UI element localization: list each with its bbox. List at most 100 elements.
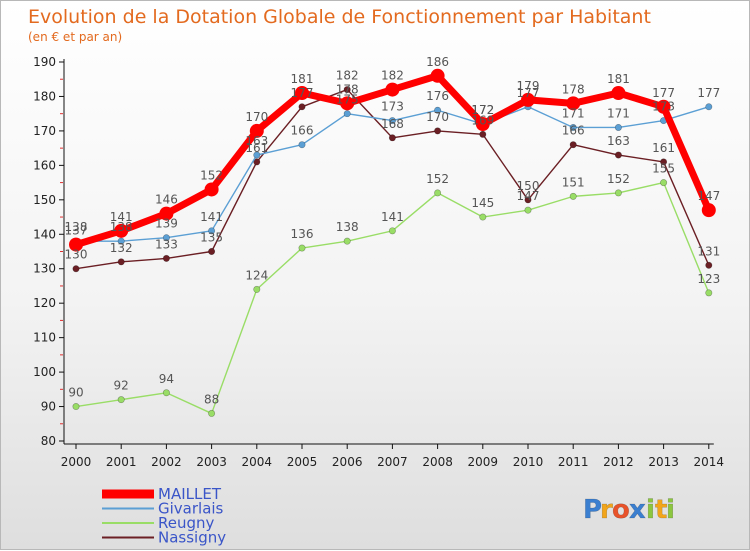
point-reugny: [298, 244, 306, 252]
point-givarlais: [434, 106, 442, 114]
data-label-nassigny: 161: [245, 141, 268, 155]
x-tick-label: 2005: [287, 455, 318, 469]
x-tick-label: 2010: [513, 455, 544, 469]
point-reugny: [660, 179, 668, 187]
data-label-maillet: 181: [291, 72, 314, 86]
y-tick-label: 90: [41, 400, 56, 414]
series-layer: [69, 68, 716, 417]
point-maillet: [159, 206, 174, 221]
point-maillet: [385, 82, 400, 97]
data-label-maillet: 141: [110, 210, 133, 224]
x-tick-label: 2000: [61, 455, 92, 469]
data-label-maillet: 172: [471, 103, 494, 117]
x-tick-label: 2007: [377, 455, 408, 469]
point-maillet: [475, 117, 490, 132]
data-label-maillet: 177: [652, 86, 675, 100]
x-tick-label: 2002: [151, 455, 182, 469]
data-label-givarlais: 171: [562, 106, 585, 120]
chart-title: Evolution de la Dotation Globale de Fonc…: [28, 6, 651, 28]
point-givarlais: [614, 123, 622, 131]
legend-label-nassigny: Nassigny: [158, 529, 226, 547]
point-maillet: [430, 68, 445, 83]
point-reugny: [569, 192, 577, 200]
data-label-maillet: 186: [426, 55, 449, 69]
y-tick-label: 150: [33, 193, 56, 207]
point-reugny: [524, 206, 532, 214]
data-label-reugny: 124: [245, 268, 268, 282]
point-nassigny: [388, 134, 396, 142]
logo-letter: x: [629, 495, 646, 525]
data-label-givarlais: 173: [381, 100, 404, 114]
point-maillet: [204, 182, 219, 197]
point-maillet: [249, 123, 264, 138]
data-label-nassigny: 177: [291, 86, 314, 100]
data-label-reugny: 152: [607, 172, 630, 186]
data-label-givarlais: 175: [336, 93, 359, 107]
data-label-givarlais: 138: [65, 220, 88, 234]
proxiti-logo: Pr o x i ti: [583, 495, 675, 526]
y-tick-label: 120: [33, 296, 56, 310]
data-label-nassigny: 161: [652, 141, 675, 155]
point-reugny: [253, 285, 261, 293]
x-tick-label: 2012: [603, 455, 634, 469]
logo-letter: o: [612, 495, 630, 525]
data-label-givarlais: 172: [471, 103, 494, 117]
point-reugny: [388, 227, 396, 235]
data-label-reugny: 123: [697, 272, 720, 286]
data-label-reugny: 141: [381, 210, 404, 224]
data-label-reugny: 138: [336, 220, 359, 234]
data-label-givarlais: 177: [517, 86, 540, 100]
data-label-givarlais: 138: [110, 220, 133, 234]
data-label-maillet: 146: [155, 193, 178, 207]
data-label-givarlais: 141: [200, 210, 223, 224]
point-reugny: [117, 396, 125, 404]
y-tick-label: 140: [33, 227, 56, 241]
data-label-nassigny: 132: [110, 241, 133, 255]
x-tick-label: 2008: [422, 455, 453, 469]
point-nassigny: [208, 248, 216, 256]
point-nassigny: [298, 103, 306, 111]
data-label-givarlais: 177: [697, 86, 720, 100]
point-givarlais: [569, 123, 577, 131]
point-nassigny: [660, 158, 668, 166]
point-reugny: [705, 289, 713, 297]
data-label-givarlais: 139: [155, 217, 178, 231]
x-tick-label: 2003: [196, 455, 227, 469]
data-label-maillet: 137: [65, 224, 88, 238]
point-maillet: [295, 86, 309, 101]
legend-label-reugny: Reugny: [158, 514, 215, 532]
point-givarlais: [162, 234, 170, 242]
data-label-reugny: 145: [471, 196, 494, 210]
point-maillet: [69, 237, 83, 252]
point-maillet: [521, 92, 535, 107]
axes: 80 90 100 110 120 130 140 150 160 170 180 190 2000 20…: [33, 55, 724, 469]
data-label-reugny: 92: [114, 379, 129, 393]
point-givarlais: [253, 151, 261, 159]
logo-letter: i: [646, 495, 655, 525]
point-reugny: [343, 237, 351, 245]
data-label-givarlais: 176: [426, 89, 449, 103]
point-maillet: [340, 96, 355, 111]
point-nassigny: [705, 261, 713, 269]
data-label-maillet: 170: [245, 110, 268, 124]
data-label-nassigny: 168: [381, 117, 404, 131]
data-label-nassigny: 133: [155, 237, 178, 251]
point-nassigny: [117, 258, 125, 266]
point-givarlais: [343, 110, 351, 118]
data-label-maillet: 152: [200, 168, 223, 182]
point-reugny: [208, 409, 216, 417]
x-tick-label: 2004: [242, 455, 273, 469]
point-maillet: [611, 86, 626, 101]
data-label-nassigny: 166: [562, 124, 585, 138]
point-givarlais: [298, 141, 306, 149]
logo-letter: t: [655, 495, 667, 525]
y-tick-label: 160: [33, 158, 56, 172]
x-tick-label: 2009: [468, 455, 499, 469]
point-maillet: [656, 99, 671, 114]
point-maillet: [701, 203, 716, 218]
x-tick-label: 2014: [694, 455, 725, 469]
y-tick-label: 170: [33, 124, 56, 138]
